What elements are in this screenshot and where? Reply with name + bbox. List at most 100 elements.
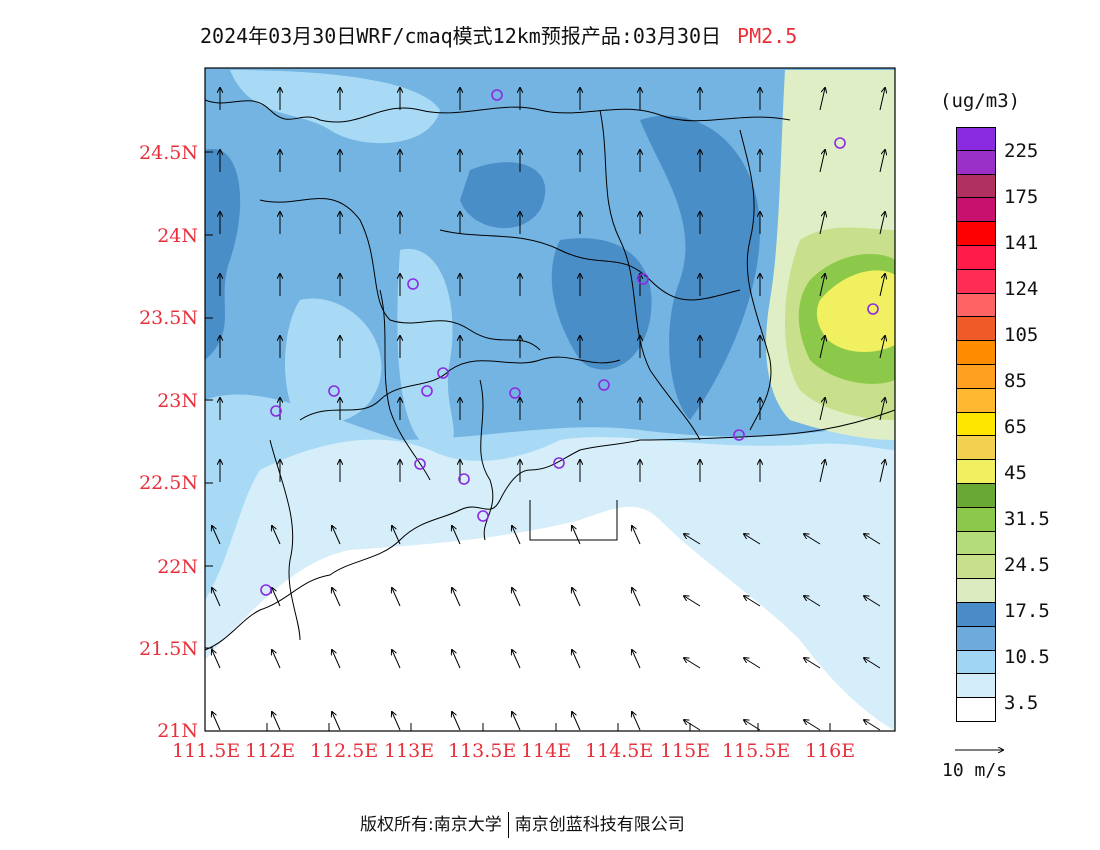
legend-label: 45 [1004,462,1027,484]
legend-color-box [956,412,996,437]
station-marker [477,510,489,522]
wind-arrow [512,588,521,607]
wind-arrow [512,650,521,669]
legend-label: 124 [1004,278,1039,300]
legend-color-box [956,650,996,675]
variable-name: PM2.5 [737,24,798,48]
coastline [205,409,895,651]
wind-arrow [632,650,641,669]
field-deep-east [640,115,760,421]
boundary-3 [439,229,741,301]
wind-arrow [332,526,341,545]
wind-arrow [879,88,885,111]
wind-arrow [452,588,461,607]
wind-arrow [392,588,401,607]
legend-color-box [956,127,996,151]
wind-arrow [744,534,761,545]
lat-label-22-5: 22.5N [139,472,198,494]
lon-label-114-5: 114.5E [585,740,654,762]
wind-arrow [744,596,761,607]
wind-arrow [684,720,701,731]
wind-arrow [804,596,821,607]
company-text: 南京创蓝科技有限公司 [514,815,685,835]
wind-arrow [684,596,701,607]
lon-label-116: 116E [805,740,856,762]
field-mid-2 [397,248,454,450]
wind-arrow [332,650,341,669]
station-marker [260,584,272,596]
station-marker [491,89,503,101]
field-deep-west [205,148,241,360]
title-text: 2024年03月30日WRF/cmaq模式12km预报产品:03月30日 [200,24,722,48]
wind-arrow [272,712,281,731]
lat-label-23-5: 23.5N [139,307,198,329]
legend-color-box [956,317,996,342]
wind-arrow [879,274,885,297]
field-ocean [205,506,895,731]
wind-arrow [452,712,461,731]
wind-arrow [879,336,885,359]
wind-arrow [332,712,341,731]
wind-arrow [744,658,761,669]
lat-label-22: 22N [157,556,198,578]
legend-label: 17.5 [1004,600,1050,622]
wind-arrow [572,588,581,607]
boundary-6 [599,109,701,441]
legend-color-box [956,269,996,294]
axis-ticks [204,151,831,732]
station-marker [414,458,426,470]
legend-color-box [956,365,996,389]
wind-arrow [804,534,821,545]
boundary-9 [479,379,494,541]
wind-arrow [744,720,761,731]
wind-arrow [212,588,221,607]
station-marker [328,385,340,397]
lat-label-24-5: 24.5N [139,142,198,164]
lon-label-112-5: 112.5E [310,740,379,762]
reference-wind-label: 10 m/s [942,760,1008,781]
wind-arrow [879,460,885,483]
legend-color-box [956,293,996,318]
boundary-7 [739,129,772,431]
lat-label-21: 21N [157,720,198,742]
wind-arrow [572,526,581,545]
lon-label-115: 115E [660,740,711,762]
wind-arrow [819,460,825,483]
legend-label: 65 [1004,416,1027,438]
legend-color-box [956,507,996,532]
wind-arrow [819,88,825,111]
legend-color-box [956,198,996,223]
lat-label-21-5: 21.5N [139,638,198,660]
concentration-field [205,68,895,731]
wind-arrow [272,650,281,669]
wind-arrow [512,712,521,731]
wind-arrow [804,720,821,731]
wind-arrow [864,658,881,669]
legend-color-box [956,626,996,651]
wind-arrow [684,658,701,669]
wind-arrow [632,712,641,731]
legend-label: 175 [1004,186,1039,208]
wind-arrow [632,526,641,545]
field-mid-1 [285,298,382,424]
legend-color-box [956,484,996,508]
wind-arrow [212,712,221,731]
legend-label: 225 [1004,140,1039,162]
station-marker [834,137,846,149]
legend-color-box [956,174,996,199]
wind-arrow [879,212,885,235]
wind-arrow [879,398,885,421]
legend-label: 24.5 [1004,554,1050,576]
boundary-4 [299,356,621,421]
copyright-text: 版权所有:南京大学 [360,815,502,835]
station-marker [407,278,419,290]
legend-color-box [956,555,996,580]
chart-title: 2024年03月30日WRF/cmaq模式12km预报产品:03月30日 PM2.… [200,20,797,49]
station-marker [553,457,565,469]
legend-color-box [956,531,996,556]
legend-color-box [956,460,996,484]
station-marker [733,429,745,441]
wind-arrow [819,336,825,359]
wind-arrow [864,596,881,607]
